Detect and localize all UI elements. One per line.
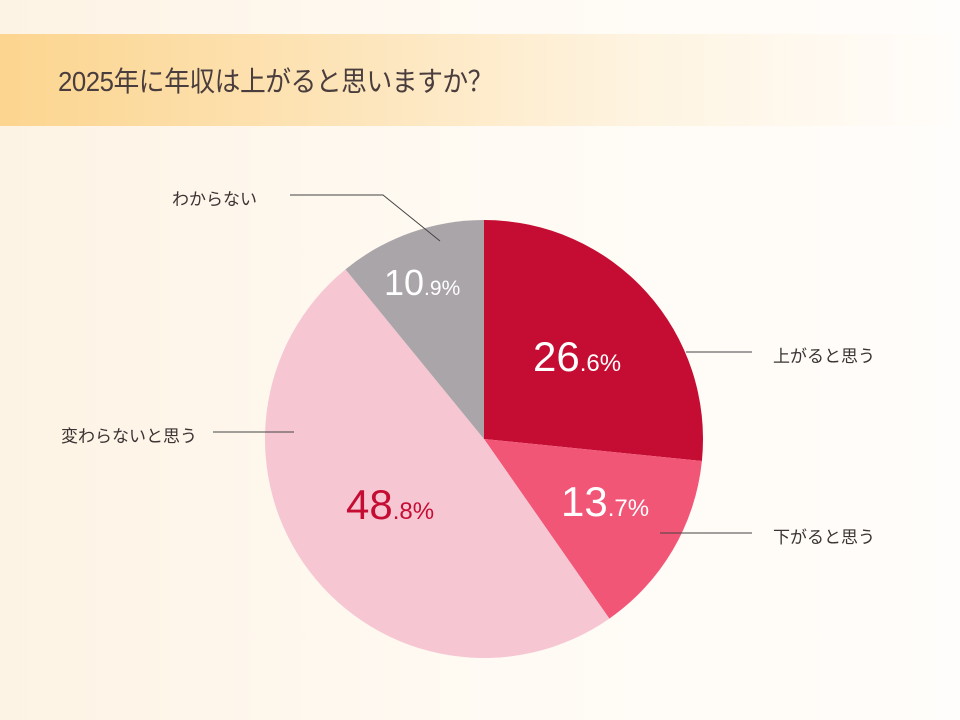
- data-label-kawaranai: 48.8%: [346, 481, 435, 528]
- pie-slice-3: [345, 220, 484, 439]
- pie-slice-1: [484, 439, 702, 619]
- pie-slice-2: [265, 269, 610, 658]
- pie-slice-0: [484, 220, 703, 461]
- chart-title: 2025年に年収は上がると思いますか？: [58, 66, 493, 97]
- leader-line-wakaranai: [290, 194, 441, 242]
- legend-label-agaru: 上がると思う: [773, 347, 875, 367]
- legend-label-sagaru: 下がると思う: [773, 528, 875, 548]
- data-label-agaru: 26.6%: [533, 333, 622, 380]
- data-label-wakaranai: 10.9%: [384, 262, 461, 303]
- data-label-sagaru: 13.7%: [561, 478, 650, 525]
- title-banner: [0, 34, 960, 126]
- legend-label-kawaranai: 変わらないと思う: [61, 427, 197, 447]
- legend-label-wakaranai: わからない: [172, 190, 257, 210]
